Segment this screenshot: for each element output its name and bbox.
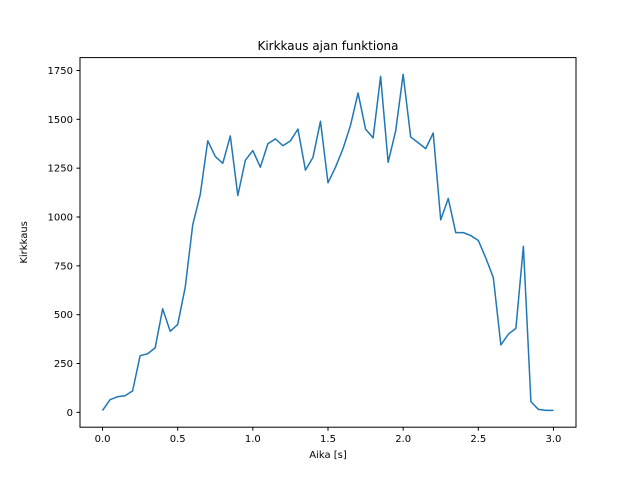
- y-tick-label: 1750: [48, 66, 73, 77]
- data-series-line: [101, 73, 554, 412]
- y-tick-label: 0: [67, 408, 73, 419]
- y-tick-label: 750: [54, 261, 73, 272]
- x-tick-label: 2.0: [395, 434, 411, 445]
- chart-title: Kirkkaus ajan funktiona: [257, 39, 398, 53]
- y-tick-label: 250: [54, 359, 73, 370]
- axes-spines: [79, 57, 577, 428]
- y-axis-label: Kirkkaus: [19, 221, 30, 264]
- y-tick-label: 500: [54, 310, 73, 321]
- x-axis-label: Aika [s]: [309, 450, 347, 461]
- x-tick-label: 1.5: [320, 434, 336, 445]
- series-polyline: [101, 73, 554, 412]
- plot-area: [80, 57, 576, 428]
- x-tick-label: 0.0: [95, 434, 111, 445]
- y-tick-label: 1000: [48, 213, 73, 224]
- x-tick-label: 0.5: [170, 434, 186, 445]
- y-tick-label: 1500: [48, 115, 73, 126]
- x-tick-label: 3.0: [546, 434, 562, 445]
- y-tick-label: 1250: [48, 164, 73, 175]
- x-tick-label: 1.0: [245, 434, 261, 445]
- x-tick-label: 2.5: [470, 434, 486, 445]
- x-axis-ticks: 0.0 0.5 1.0 1.5 2.0 2.5 3.0: [95, 427, 562, 445]
- y-axis-ticks: 0 250 500 750 1000 1250 1500 1750: [48, 66, 80, 419]
